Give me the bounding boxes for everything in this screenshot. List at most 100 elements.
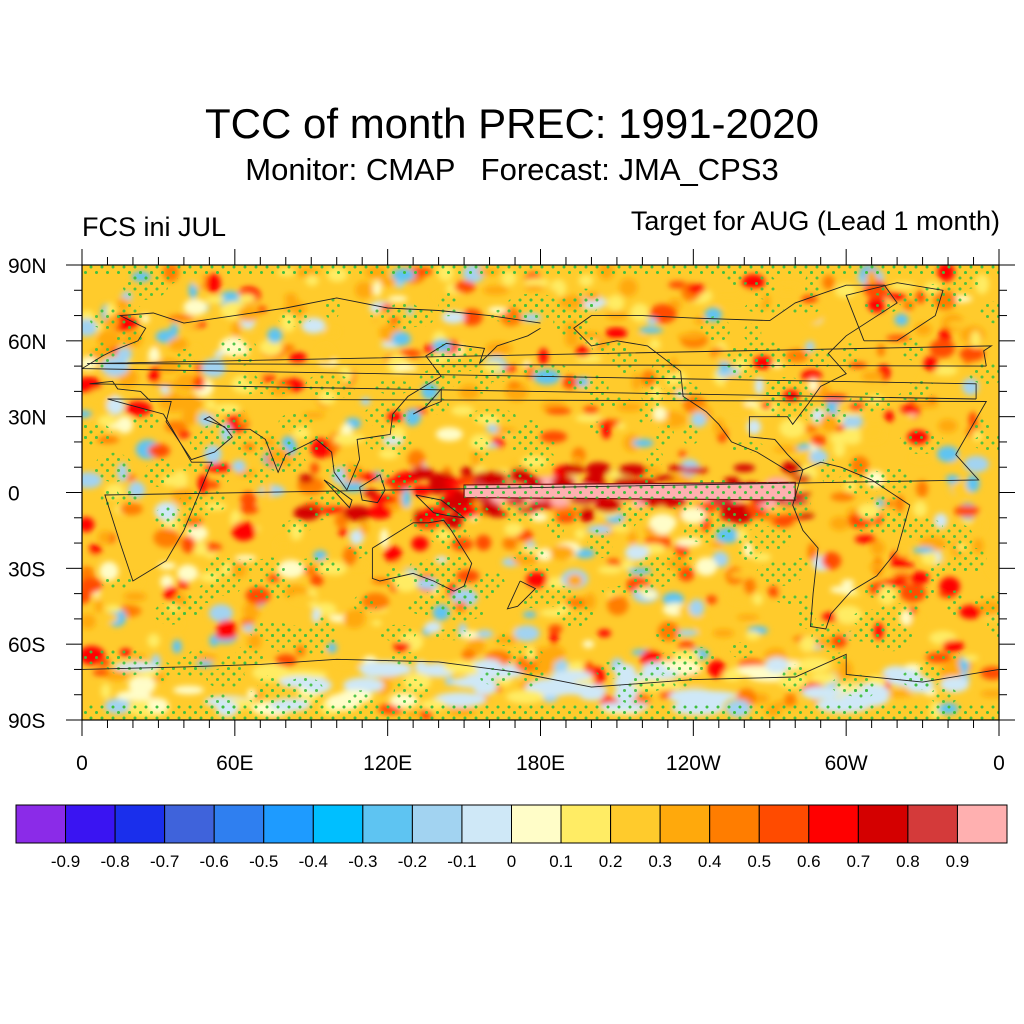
field-cell — [354, 281, 373, 299]
stipple-patch — [553, 297, 595, 320]
stipple-patch — [898, 430, 945, 455]
field-cell — [275, 537, 293, 554]
field-cell — [980, 666, 999, 680]
colorbar-label: 0 — [507, 852, 516, 871]
field-cell — [98, 530, 112, 545]
stipple-patch — [379, 624, 417, 642]
colorbar-swatch — [511, 804, 562, 844]
stipple-patch — [248, 620, 291, 641]
field-cell — [630, 303, 650, 323]
field-cell — [912, 546, 934, 554]
field-cell — [869, 563, 886, 571]
field-cell — [936, 445, 959, 463]
field-cell — [896, 548, 909, 558]
stipple-patch — [256, 674, 286, 705]
colorbar-label: 0.3 — [648, 852, 672, 871]
field-cell — [632, 438, 654, 448]
stipple-patch — [781, 664, 808, 693]
field-cell — [681, 467, 709, 474]
stipple-patch — [472, 438, 490, 462]
stipple-patch — [438, 291, 459, 317]
field-cell — [712, 628, 735, 638]
field-cell — [191, 274, 205, 288]
stipple-patch — [389, 433, 414, 455]
field-cell — [801, 424, 818, 434]
field-cell — [252, 663, 290, 682]
field-cell — [722, 669, 743, 681]
stipple-patch — [974, 417, 991, 435]
stipple-patch — [289, 630, 337, 655]
stipple-patch — [87, 341, 115, 369]
field-cell — [550, 670, 593, 681]
field-cell — [627, 531, 638, 546]
field-cell — [706, 595, 718, 605]
field-cell — [829, 516, 850, 531]
colorbar-label: 0.1 — [549, 852, 573, 871]
stipple-patch — [738, 340, 787, 369]
stipple-patch — [901, 338, 926, 361]
stipple-patch — [765, 396, 806, 408]
field-cell — [616, 422, 626, 430]
significance-stippling — [82, 265, 999, 720]
stipple-patch — [375, 468, 397, 486]
stipple-patch — [82, 647, 122, 666]
field-cell — [398, 349, 422, 358]
field-cell — [119, 502, 143, 516]
field-cell — [305, 274, 319, 286]
field-cell — [461, 648, 475, 662]
field-cell — [695, 557, 718, 576]
stipple-patch — [566, 504, 584, 525]
colorbar-label: -0.3 — [348, 852, 377, 871]
field-cell — [773, 514, 793, 528]
colorbar-swatch — [610, 804, 661, 844]
field-cell — [662, 592, 685, 607]
field-cell — [833, 439, 846, 458]
stipple-patch — [385, 651, 421, 665]
field-cell — [237, 293, 256, 303]
field-cell — [923, 356, 939, 372]
field-cell — [393, 642, 411, 651]
field-cell — [582, 640, 595, 649]
stipple-patch — [744, 301, 787, 314]
stipple-patch — [180, 461, 220, 474]
field-cell — [646, 317, 658, 326]
field-cell — [959, 346, 985, 362]
field-cell — [710, 541, 725, 548]
field-cell — [713, 418, 725, 436]
field-cell — [475, 534, 492, 551]
stipple-patch — [115, 302, 145, 330]
field-cell — [809, 672, 838, 684]
colorbar-label: -0.8 — [100, 852, 129, 871]
field-cell — [391, 331, 411, 347]
stipple-patch — [375, 379, 412, 395]
stipple-patch — [419, 367, 462, 389]
stipple-patch — [131, 409, 160, 430]
colorbar-label: 0.2 — [599, 852, 623, 871]
field-cell — [388, 295, 408, 302]
field-cell — [231, 521, 256, 541]
field-cell — [192, 375, 206, 390]
stipple-patch — [863, 300, 899, 314]
field-cell — [777, 587, 787, 594]
colorbar-label: -0.5 — [249, 852, 278, 871]
stipple-patch — [517, 293, 559, 321]
stipple-patch — [908, 380, 935, 393]
colorbar: -0.9 -0.8 -0.7 -0.6 -0.5 -0.4 -0.3 -0.2 -0.1 0 0.1… — [15, 804, 1008, 871]
stipple-band — [82, 704, 999, 720]
field-cell — [82, 552, 99, 564]
stipple-patch — [601, 585, 650, 596]
stipple-patch — [641, 373, 661, 396]
stipple-patch — [896, 291, 920, 308]
stipple-patch — [153, 602, 190, 625]
stipple-patch — [626, 567, 674, 589]
field-cell — [575, 414, 604, 423]
stipple-patch — [972, 433, 999, 452]
field-cell — [451, 405, 475, 416]
field-cell — [372, 280, 382, 297]
field-cell — [97, 415, 117, 427]
stipple-patch — [238, 468, 273, 484]
field-cell — [987, 557, 999, 577]
field-cell — [243, 601, 260, 621]
field-cell — [830, 585, 856, 594]
stipple-patch — [750, 273, 778, 300]
